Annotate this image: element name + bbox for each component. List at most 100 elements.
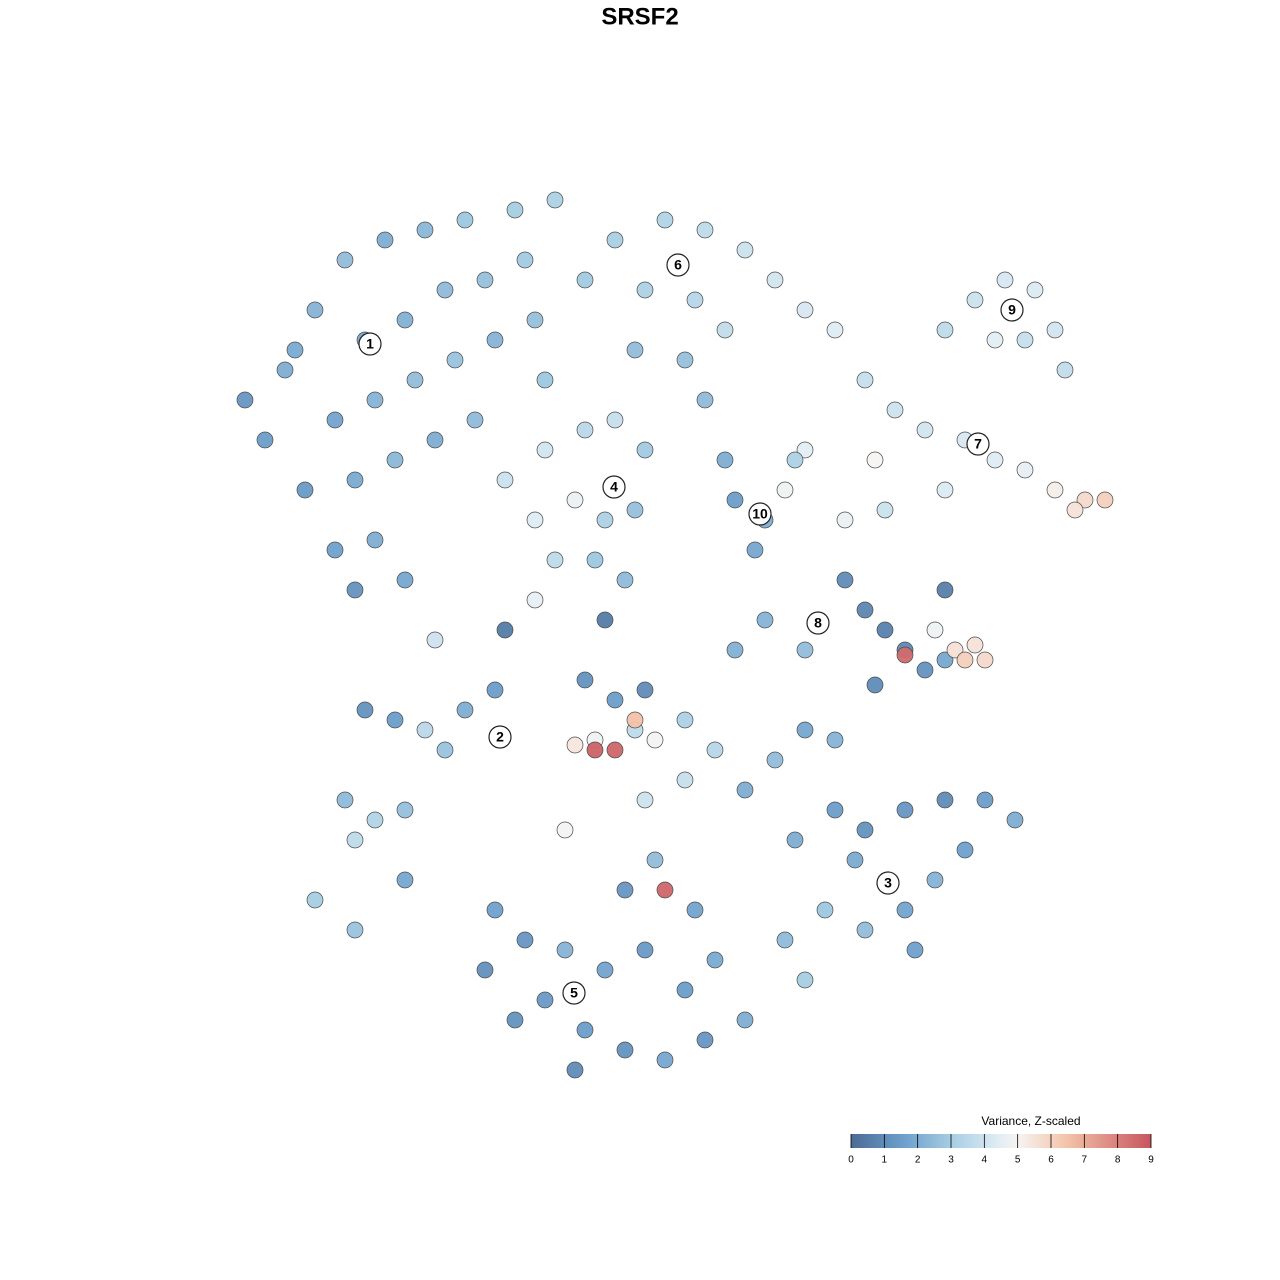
point [306,891,324,909]
chart-title: SRSF2 [601,3,678,30]
point [476,961,494,979]
point [986,331,1004,349]
point [1016,331,1034,349]
point [1066,501,1084,519]
colorbar-gradient [851,1134,1151,1148]
point [436,741,454,759]
point [686,291,704,309]
point [566,736,584,754]
point [386,451,404,469]
point [336,251,354,269]
point [396,801,414,819]
cluster-badge [748,502,772,526]
cluster-label: 9 [1008,302,1016,318]
point [596,511,614,529]
point [706,951,724,969]
cluster-badge [488,725,512,749]
point [796,641,814,659]
point [856,921,874,939]
point [426,631,444,649]
point [536,371,554,389]
point [656,211,674,229]
point [696,391,714,409]
point [736,781,754,799]
point [656,1051,674,1069]
point [656,881,674,899]
point [936,321,954,339]
point [586,741,604,759]
cluster-badge [876,871,900,895]
colorbar-tick-label: 1 [882,1155,888,1166]
point [776,931,794,949]
point [796,721,814,739]
point [936,791,954,809]
point [506,201,524,219]
point [256,431,274,449]
point [1076,491,1094,509]
cluster-badge [358,332,382,356]
point [956,841,974,859]
point [466,411,484,429]
point [346,831,364,849]
point [856,371,874,389]
point [616,571,634,589]
point [526,311,544,329]
point [936,481,954,499]
point [416,721,434,739]
point [896,646,914,664]
point [536,441,554,459]
point [646,851,664,869]
point [606,691,624,709]
cluster-label: 4 [610,479,618,495]
colorbar-tick-label: 2 [915,1155,921,1166]
point [356,701,374,719]
point [396,571,414,589]
point [576,421,594,439]
point [536,991,554,1009]
point [486,331,504,349]
point [1016,461,1034,479]
point [486,901,504,919]
cluster-label: 8 [814,615,822,631]
point [586,551,604,569]
point [926,871,944,889]
point [1046,321,1064,339]
point [826,801,844,819]
point [376,231,394,249]
point [406,371,424,389]
point [966,291,984,309]
point [956,651,974,669]
point [496,471,514,489]
point [366,391,384,409]
colorbar-title: Variance, Z-scaled [981,1114,1080,1128]
point [606,231,624,249]
point [976,651,994,669]
point [1056,361,1074,379]
point [676,771,694,789]
point [816,901,834,919]
colorbar-tick-label: 8 [1115,1155,1121,1166]
point [966,636,984,654]
point [626,501,644,519]
point [296,481,314,499]
point [416,221,434,239]
point [916,661,934,679]
point [636,281,654,299]
point [936,581,954,599]
point [636,681,654,699]
point [876,621,894,639]
point [566,1061,584,1079]
cluster-badge [562,981,586,1005]
point [726,491,744,509]
cluster-label: 7 [974,436,982,452]
point [796,441,814,459]
cluster-badge [806,611,830,635]
cluster-label: 1 [366,336,374,352]
point [546,551,564,569]
point [626,341,644,359]
point [686,901,704,919]
point [766,751,784,769]
point [236,391,254,409]
point [756,611,774,629]
